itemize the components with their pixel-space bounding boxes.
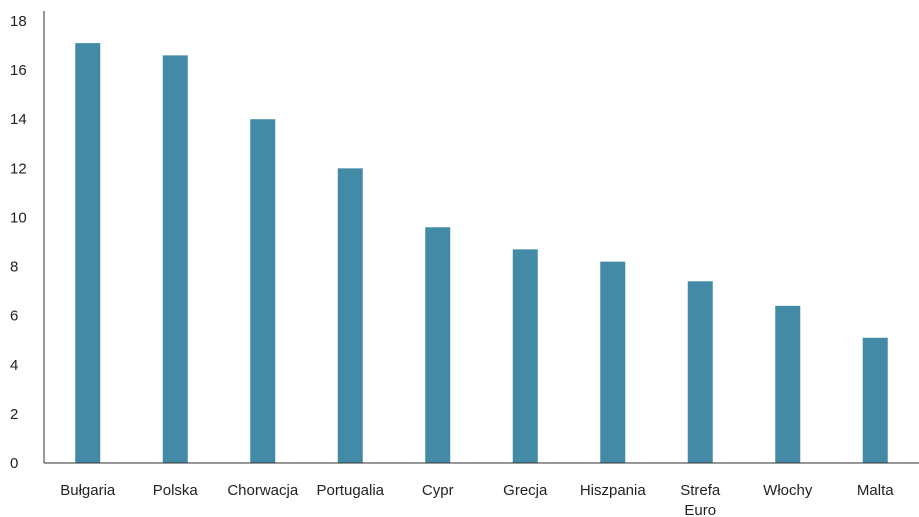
y-tick-label: 12 (10, 160, 27, 177)
y-tick-label: 4 (10, 357, 18, 374)
x-tick-label-line: Portugalia (316, 482, 384, 499)
x-tick-label: Bułgaria (60, 482, 116, 499)
bar (162, 55, 188, 463)
bar (250, 119, 276, 463)
x-tick-label-line: Cypr (422, 482, 454, 499)
x-tick-label-line: Włochy (763, 482, 813, 499)
bar (600, 261, 626, 463)
x-tick-label: Hiszpania (580, 482, 647, 499)
bar (425, 227, 451, 463)
x-tick-label-line: Strefa (680, 482, 721, 499)
x-tick-label: Grecja (503, 482, 548, 499)
x-tick-label-line: Malta (857, 482, 894, 499)
bar (337, 168, 363, 464)
x-tick-label: Polska (153, 482, 199, 499)
y-tick-label: 6 (10, 308, 18, 325)
bar (512, 249, 538, 463)
bar (862, 337, 888, 463)
x-tick-label: Cypr (422, 482, 454, 499)
x-tick-label-line: Polska (153, 482, 199, 499)
x-tick-label: Portugalia (316, 482, 384, 499)
x-tick-label: Włochy (763, 482, 813, 499)
bar (775, 305, 801, 463)
bar (687, 281, 713, 463)
bar (75, 43, 101, 463)
x-tick-label-line: Grecja (503, 482, 548, 499)
x-tick-label: Chorwacja (227, 482, 299, 499)
y-tick-label: 16 (10, 62, 27, 79)
y-tick-label: 10 (10, 209, 27, 226)
x-tick-label-line: Chorwacja (227, 482, 299, 499)
y-tick-label: 18 (10, 13, 27, 30)
y-axis-ticks: 0 2 4 6 8 10 12 14 16 18 (10, 13, 27, 472)
y-tick-label: 0 (10, 455, 18, 472)
x-tick-label-line: Euro (684, 502, 716, 517)
y-tick-label: 14 (10, 111, 27, 128)
y-tick-label: 8 (10, 259, 18, 276)
x-tick-label: Strefa Euro (680, 482, 721, 517)
x-tick-label-line: Bułgaria (60, 482, 116, 499)
x-tick-label: Malta (857, 482, 894, 499)
bars (75, 43, 888, 464)
y-tick-label: 2 (10, 406, 18, 423)
x-tick-label-line: Hiszpania (580, 482, 647, 499)
x-axis-labels: Bułgaria Polska Chorwacja Portugalia Cypr Gre… (60, 482, 894, 517)
